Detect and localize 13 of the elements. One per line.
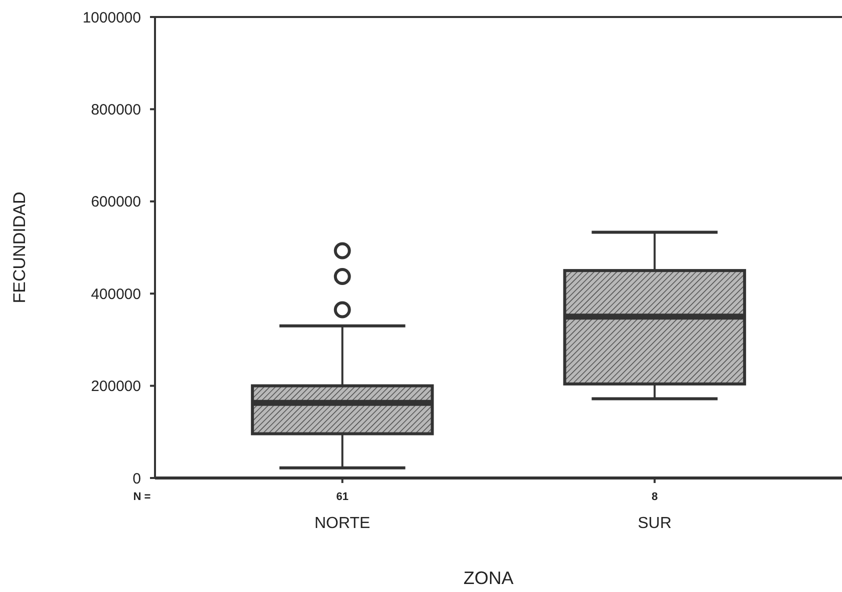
y-tick-label: 1000000 [82, 9, 141, 26]
text: 8 [652, 491, 658, 503]
y-tick-label: 0 [132, 470, 141, 488]
y-tick-label: 400000 [90, 286, 141, 303]
x-tick-label: NORTE [314, 515, 370, 532]
y-tick-label: 600000 [90, 194, 141, 211]
x-tick-label: SUR [638, 515, 672, 532]
y-tick-label: 800000 [90, 101, 141, 118]
y-axis-title: FECUNDIDAD [10, 192, 29, 304]
text: N = [133, 491, 151, 503]
y-tick-label: 200000 [90, 378, 141, 396]
x-axis-title: ZONA [463, 568, 514, 588]
text: 61 [336, 491, 348, 503]
